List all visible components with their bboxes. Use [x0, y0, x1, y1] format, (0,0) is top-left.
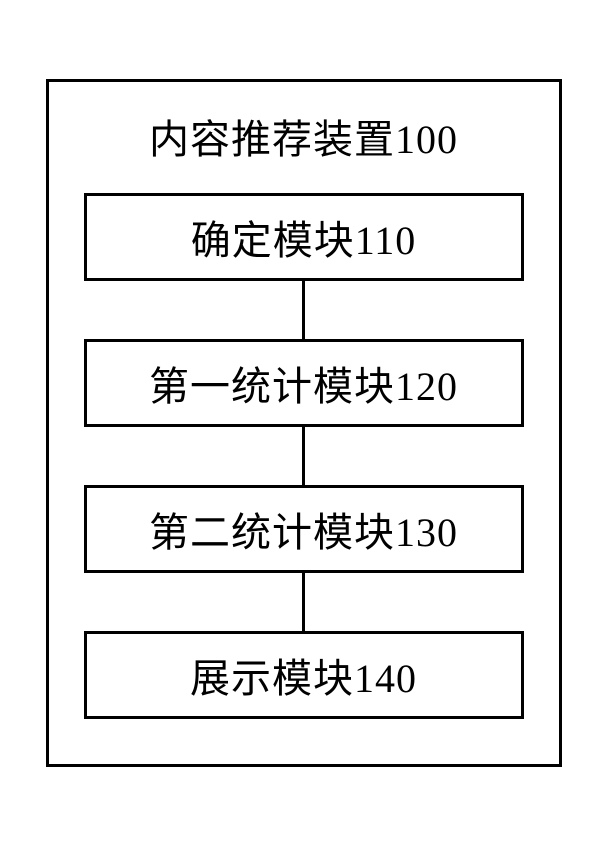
connector-2-3	[302, 427, 305, 485]
module-label: 第一统计模块120	[149, 354, 458, 412]
module-box-4: 展示模块140	[84, 631, 524, 719]
module-box-2: 第一统计模块120	[84, 339, 524, 427]
module-label: 展示模块140	[190, 646, 417, 704]
module-label: 第二统计模块130	[149, 500, 458, 558]
diagram-title: 内容推荐装置100	[149, 107, 458, 165]
module-label: 确定模块110	[191, 208, 417, 266]
module-box-1: 确定模块110	[84, 193, 524, 281]
diagram-container: 内容推荐装置100 确定模块110 第一统计模块120 第二统计模块130 展示…	[46, 79, 562, 767]
connector-1-2	[302, 281, 305, 339]
module-box-3: 第二统计模块130	[84, 485, 524, 573]
connector-3-4	[302, 573, 305, 631]
